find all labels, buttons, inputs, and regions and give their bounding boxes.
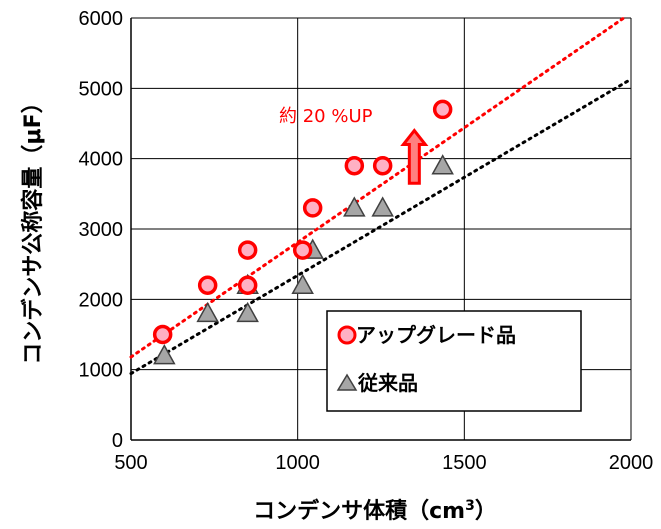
point-conventional	[371, 196, 394, 217]
annotation-label: 約 20 %UP	[279, 106, 373, 127]
point-upgrade	[344, 155, 365, 176]
y-tick-label: 5000	[79, 78, 124, 100]
y-tick-label: 2000	[79, 289, 124, 311]
y-tick-label: 6000	[79, 8, 124, 30]
point-upgrade	[197, 275, 218, 296]
x-tick-label: 2000	[609, 452, 654, 474]
point-upgrade	[432, 99, 453, 120]
legend-marker-upgrade	[337, 325, 357, 345]
point-upgrade	[292, 240, 313, 260]
y-tick-label: 0	[112, 430, 123, 452]
point-upgrade	[237, 275, 258, 296]
x-tick-label: 1000	[275, 452, 320, 474]
legend-marker-conventional	[336, 373, 358, 391]
trendline-1	[129, 77, 633, 376]
legend-label-conventional: 従来品	[357, 371, 418, 395]
point-conventional	[291, 273, 314, 295]
y-tick-label: 1000	[79, 360, 124, 382]
point-conventional	[236, 301, 259, 323]
y-axis-title: コンデンサ公称容量（μF）	[20, 91, 46, 364]
x-tick-label: 500	[114, 452, 147, 474]
point-conventional	[431, 154, 454, 175]
point-upgrade	[237, 240, 258, 260]
point-upgrade	[372, 155, 393, 176]
tick-labels: 0 1000 2000 3000 4000 5000 6000 500 1000 1500 2000	[79, 8, 654, 474]
trendline-0	[129, 16, 626, 359]
legend: アップグレード品 従来品	[326, 310, 582, 412]
data-points	[152, 99, 454, 365]
legend-box	[326, 310, 582, 412]
y-tick-label: 3000	[79, 219, 124, 241]
annotation: 約 20 %UP	[279, 106, 429, 185]
point-upgrade	[302, 198, 323, 218]
up-arrow-icon	[400, 128, 429, 185]
x-tick-label: 1500	[442, 452, 487, 474]
trend-lines	[129, 16, 633, 376]
point-conventional	[196, 301, 219, 323]
y-tick-label: 4000	[79, 149, 124, 171]
point-conventional	[343, 196, 366, 217]
point-conventional	[153, 344, 176, 365]
point-upgrade	[152, 324, 173, 345]
legend-label-upgrade: アップグレード品	[356, 323, 516, 347]
x-axis-title: コンデンサ体積（cm3）	[253, 498, 497, 524]
